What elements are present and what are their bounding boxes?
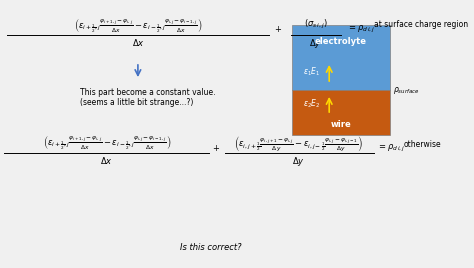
Text: $\left(\sigma_{s\,i,j}\right)$: $\left(\sigma_{s\,i,j}\right)$: [304, 18, 328, 31]
Text: $\left(\epsilon_{i,j+\frac{1}{2}}\frac{\varphi_{i,j+1}-\varphi_{i,j}}{\Delta y}-: $\left(\epsilon_{i,j+\frac{1}{2}}\frac{\…: [234, 135, 363, 154]
Text: $\Delta y$: $\Delta y$: [292, 155, 304, 168]
Text: (seems a little bit strange...?): (seems a little bit strange...?): [80, 98, 193, 107]
Bar: [292, 25, 390, 90]
Text: at surface charge region: at surface charge region: [374, 20, 468, 29]
Text: $+$: $+$: [212, 143, 220, 153]
Text: Is this correct?: Is this correct?: [180, 244, 242, 252]
Text: otherwise: otherwise: [404, 140, 442, 149]
Text: $\Delta y$: $\Delta y$: [310, 37, 322, 50]
Text: wire: wire: [330, 120, 351, 129]
Bar: [292, 90, 390, 135]
Text: $=\rho_{d\,i,j}$: $=\rho_{d\,i,j}$: [377, 143, 406, 154]
Text: $=\rho_{d\,i,j}$: $=\rho_{d\,i,j}$: [347, 24, 375, 35]
Text: This part become a constant value.: This part become a constant value.: [80, 88, 216, 97]
Text: $\left(\epsilon_{i+\frac{1}{2},j}\frac{\varphi_{i+1,j}-\varphi_{i,j}}{\Delta x}-: $\left(\epsilon_{i+\frac{1}{2},j}\frac{\…: [43, 135, 171, 152]
Text: $+$: $+$: [273, 24, 282, 34]
Text: $\Delta x$: $\Delta x$: [100, 155, 113, 166]
Text: $\left(\epsilon_{i+\frac{1}{2},j}\frac{\varphi_{i+1,j}-\varphi_{i,j}}{\Delta x}-: $\left(\epsilon_{i+\frac{1}{2},j}\frac{\…: [74, 18, 202, 35]
Text: $\rho_{surface}$: $\rho_{surface}$: [393, 84, 419, 95]
Text: electrolyte: electrolyte: [315, 37, 367, 46]
Text: $\Delta x$: $\Delta x$: [131, 37, 144, 48]
Text: $\epsilon_1 E_1$: $\epsilon_1 E_1$: [302, 66, 320, 78]
Text: $\epsilon_2 E_2$: $\epsilon_2 E_2$: [302, 98, 320, 110]
